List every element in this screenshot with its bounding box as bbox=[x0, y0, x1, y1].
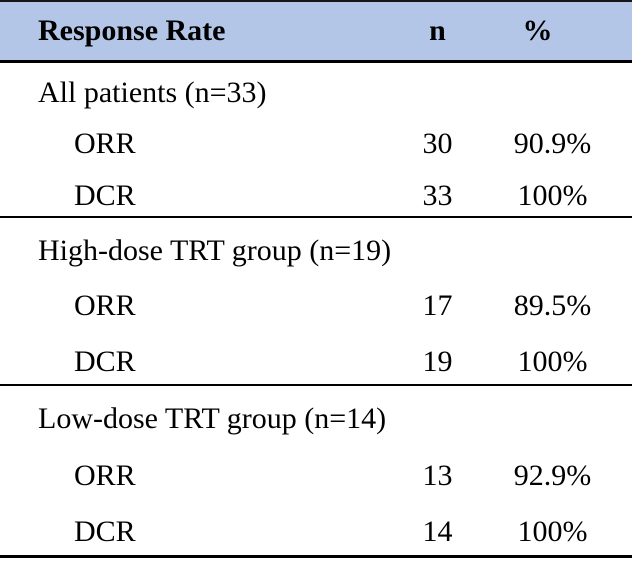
section-high-dose: High-dose TRT group (n=19) ORR 17 89.5% … bbox=[0, 217, 632, 385]
response-rate-table: Response Rate n % All patients (n=33) OR… bbox=[0, 0, 632, 556]
section-title-row: Low-dose TRT group (n=14) bbox=[0, 385, 632, 442]
row-pct-value: 92.9% bbox=[513, 458, 592, 492]
table-row: DCR 19 100% bbox=[0, 329, 632, 385]
row-label: DCR bbox=[74, 514, 136, 548]
row-label: ORR bbox=[74, 127, 136, 160]
section-all-patients: All patients (n=33) ORR 30 90.9% DCR 33 … bbox=[0, 61, 632, 217]
section-title: All patients (n=33) bbox=[38, 75, 267, 109]
row-pct-value: 100% bbox=[517, 344, 588, 378]
table-header: Response Rate n % bbox=[0, 0, 632, 63]
row-label: DCR bbox=[74, 178, 136, 212]
row-n-value: 30 bbox=[422, 127, 453, 160]
table-row: ORR 13 92.9% bbox=[0, 442, 632, 499]
section-low-dose: Low-dose TRT group (n=14) ORR 13 92.9% D… bbox=[0, 385, 632, 556]
table-row: ORR 17 89.5% bbox=[0, 273, 632, 329]
row-label: ORR bbox=[74, 289, 136, 322]
row-n-value: 14 bbox=[422, 514, 453, 548]
row-n-value: 33 bbox=[422, 178, 453, 212]
row-pct-value: 89.5% bbox=[513, 289, 592, 322]
table-row: DCR 14 100% bbox=[0, 499, 632, 556]
row-label: ORR bbox=[74, 458, 136, 492]
header-n: n bbox=[390, 0, 485, 63]
row-n-value: 19 bbox=[422, 344, 453, 378]
header-response-rate: Response Rate bbox=[0, 0, 390, 63]
row-pct-value: 90.9% bbox=[513, 127, 592, 160]
row-pct-value: 100% bbox=[517, 178, 588, 212]
row-n-value: 17 bbox=[422, 289, 453, 322]
row-pct-value: 100% bbox=[517, 514, 588, 548]
section-title: High-dose TRT group (n=19) bbox=[38, 233, 392, 267]
table-row: DCR 33 100% bbox=[0, 165, 632, 217]
section-title-row: All patients (n=33) bbox=[0, 61, 632, 113]
row-label: DCR bbox=[74, 344, 136, 378]
header-percent: % bbox=[485, 0, 632, 63]
section-title: Low-dose TRT group (n=14) bbox=[38, 402, 387, 435]
header-row: Response Rate n % bbox=[0, 0, 632, 63]
table-row: ORR 30 90.9% bbox=[0, 113, 632, 165]
row-n-value: 13 bbox=[422, 458, 453, 492]
section-title-row: High-dose TRT group (n=19) bbox=[0, 217, 632, 273]
